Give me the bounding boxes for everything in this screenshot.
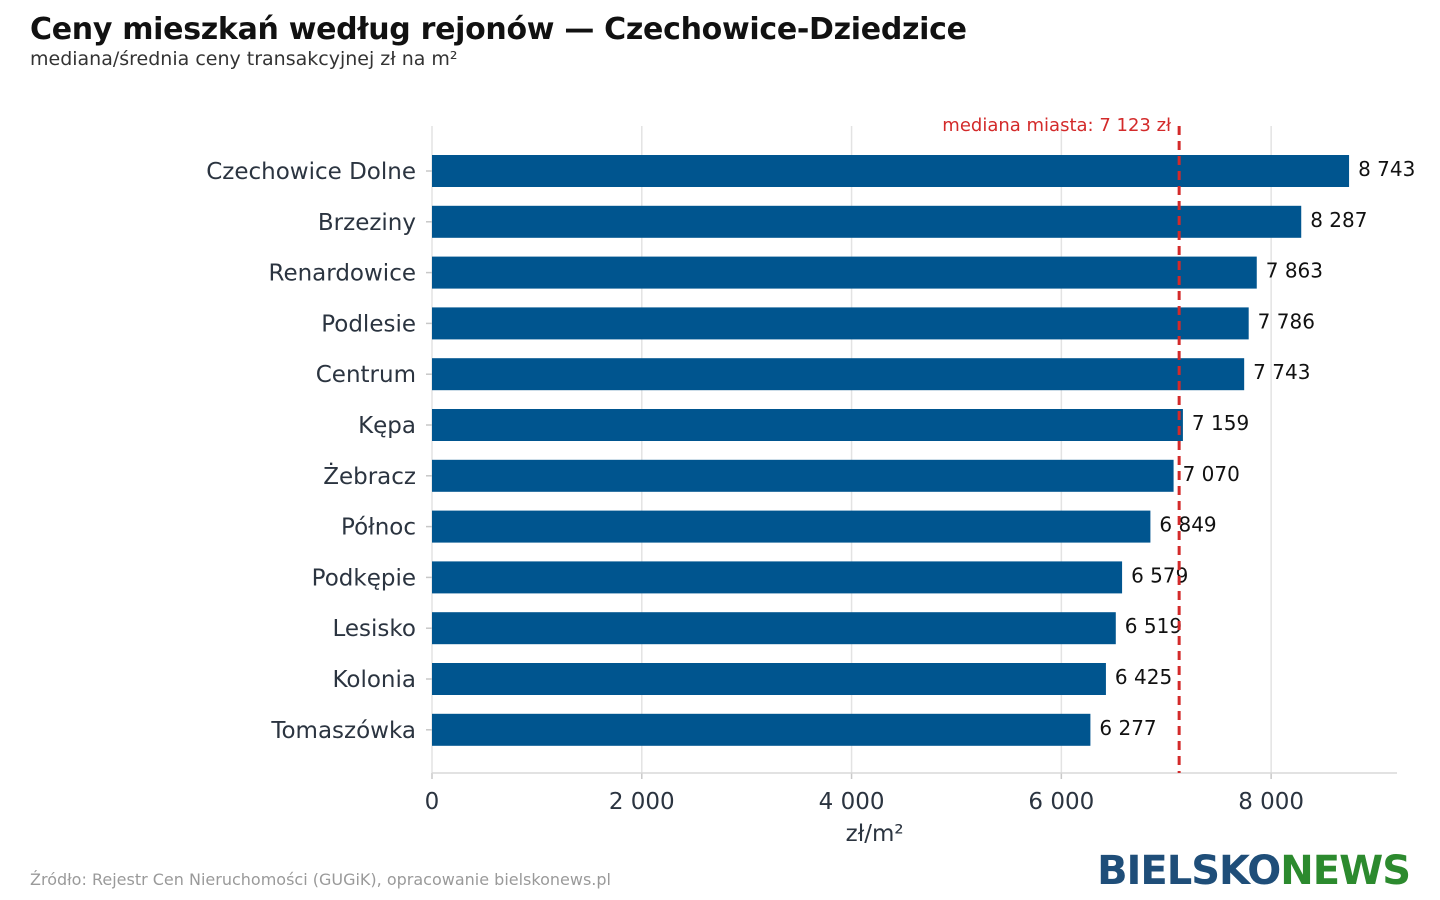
bar-chart: 0 2 000 4 000 6 000 8 000 zł/m² Czechowice Do… (206, 115, 1415, 847)
bar[interactable] (432, 307, 1249, 340)
x-tick-label: 0 (425, 789, 440, 815)
logo-part-1: BIELSKO (1097, 848, 1281, 894)
bielskonews-logo[interactable]: BIELSKONEWS (1097, 848, 1411, 894)
bar[interactable] (432, 256, 1257, 289)
bar[interactable] (432, 409, 1183, 441)
category-label: Renardowice (269, 261, 417, 287)
category-label: Kępa (358, 413, 416, 439)
source-note: Źródło: Rejestr Cen Nieruchomości (GUGiK… (30, 870, 611, 889)
x-tick-label: 4 000 (819, 789, 885, 815)
logo-part-2: NEWS (1280, 848, 1411, 894)
category-label: Centrum (316, 362, 416, 388)
bar[interactable] (432, 510, 1151, 543)
labels: Czechowice Dolne 8 743 Brzeziny 8 287 Renard… (206, 157, 1415, 744)
bar[interactable] (432, 358, 1245, 391)
category-label: Żebracz (323, 462, 416, 490)
category-label: Podlesie (321, 311, 416, 337)
bar[interactable] (432, 663, 1106, 695)
x-axis: 0 2 000 4 000 6 000 8 000 zł/m² (425, 170, 1397, 847)
bars (432, 155, 1350, 746)
chart-title: Ceny mieszkań według rejonów — Czechowic… (30, 12, 967, 47)
value-label: 7 786 (1258, 309, 1315, 333)
category-label: Kolonia (332, 667, 416, 693)
chart-subtitle: mediana/średnia ceny transakcyjnej zł na… (30, 48, 458, 70)
x-tick-label: 8 000 (1238, 789, 1304, 815)
bar[interactable] (432, 205, 1302, 238)
category-label: Brzeziny (318, 210, 416, 236)
value-label: 6 425 (1115, 665, 1172, 689)
bar[interactable] (432, 713, 1091, 746)
category-label: Lesisko (333, 616, 417, 642)
bar[interactable] (432, 612, 1116, 645)
value-label: 7 863 (1266, 259, 1323, 283)
median-label: mediana miasta: 7 123 zł (942, 115, 1172, 136)
value-label: 7 070 (1183, 462, 1240, 486)
bar[interactable] (432, 155, 1350, 187)
value-label: 6 519 (1125, 614, 1182, 638)
category-label: Czechowice Dolne (206, 159, 416, 185)
category-label: Północ (341, 515, 416, 541)
median-reference: mediana miasta: 7 123 zł (942, 115, 1181, 773)
category-label: Podkępie (312, 565, 416, 591)
value-label: 6 849 (1159, 513, 1216, 537)
value-label: 7 743 (1253, 360, 1310, 384)
bar[interactable] (432, 561, 1123, 594)
value-label: 8 287 (1310, 208, 1367, 232)
value-label: 6 277 (1099, 716, 1156, 740)
x-tick-label: 2 000 (609, 789, 675, 815)
value-label: 8 743 (1358, 157, 1415, 181)
value-label: 7 159 (1192, 411, 1249, 435)
category-label: Tomaszówka (270, 718, 416, 744)
bar[interactable] (432, 459, 1174, 492)
x-tick-label: 6 000 (1028, 789, 1094, 815)
x-axis-title: zł/m² (846, 821, 904, 847)
